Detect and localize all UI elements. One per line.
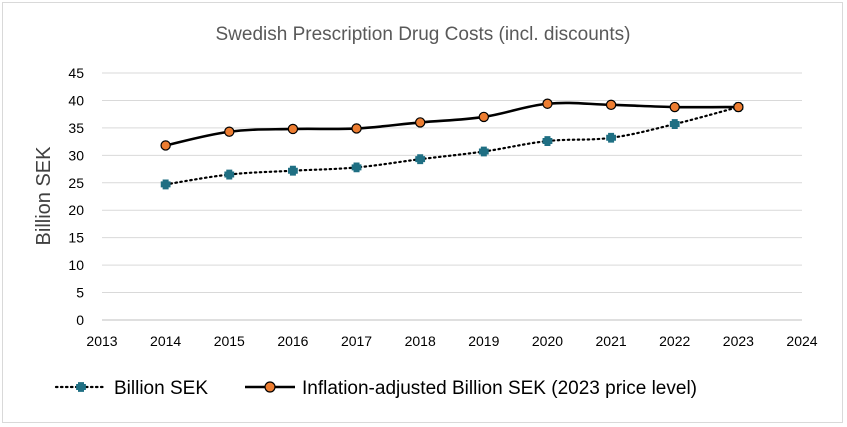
- data-point: [160, 179, 171, 190]
- series-inflation-adjusted: [160, 98, 744, 151]
- data-point: [605, 99, 617, 111]
- data-point: [415, 154, 426, 165]
- data-point: [288, 165, 298, 176]
- y-tick-label: 15: [68, 230, 84, 246]
- data-point: [351, 162, 362, 173]
- grid-lines: [102, 72, 802, 321]
- y-tick-labels: 0 5 10 15 20 25 30 35 40 45: [68, 65, 84, 328]
- x-tick-label: 2015: [214, 333, 245, 349]
- data-point: [733, 101, 744, 113]
- series-billion-sek: [160, 102, 744, 190]
- x-tick-label: 2024: [786, 333, 817, 349]
- x-tick-label: 2019: [468, 333, 499, 349]
- legend: Billion SEK Inflation-adjusted Billion S…: [54, 378, 697, 399]
- data-point: [351, 123, 362, 134]
- y-tick-label: 30: [68, 147, 84, 163]
- y-tick-label: 25: [68, 175, 84, 191]
- series-layer: [160, 98, 744, 190]
- data-point: [414, 117, 426, 128]
- legend-marker-inflation-adjusted: [264, 381, 276, 393]
- data-point: [606, 132, 616, 143]
- data-point: [287, 123, 299, 135]
- chart-frame: [2, 2, 843, 423]
- x-tick-label: 2016: [277, 333, 308, 349]
- x-tick-label: 2020: [532, 333, 563, 349]
- x-tick-label: 2018: [405, 333, 436, 349]
- legend-item-billion-sek: Billion SEK: [54, 378, 208, 399]
- y-tick-label: 10: [68, 257, 84, 273]
- series-line: [164, 105, 740, 186]
- series-line: [165, 101, 739, 147]
- x-tick-label: 2022: [659, 333, 690, 349]
- data-point: [478, 146, 489, 157]
- x-tick-label: 2017: [341, 333, 372, 349]
- y-axis-label: Billion SEK: [33, 146, 55, 246]
- y-tick-label: 0: [76, 312, 84, 328]
- y-tick-label: 40: [68, 92, 84, 108]
- data-point: [224, 169, 235, 180]
- x-tick-label: 2023: [723, 333, 754, 349]
- y-tick-label: 20: [68, 202, 84, 218]
- legend-label-billion-sek: Billion SEK: [114, 378, 208, 399]
- legend-plus-marker: [76, 382, 86, 392]
- legend-item-inflation-adjusted: Inflation-adjusted Billion SEK (2023 pri…: [245, 378, 697, 399]
- data-point: [478, 111, 490, 123]
- x-tick-label: 2013: [86, 333, 117, 349]
- x-tick-labels: 2013 2014 2015 2016 2017 2018 2019 2020 2021 2022…: [86, 333, 817, 349]
- x-tick-label: 2014: [150, 333, 181, 349]
- y-tick-label: 35: [68, 120, 84, 136]
- y-tick-label: 5: [76, 285, 84, 301]
- y-tick-label: 45: [68, 65, 84, 81]
- data-point: [542, 136, 553, 146]
- data-point: [669, 101, 680, 113]
- data-point: [542, 98, 553, 109]
- data-point: [669, 119, 680, 129]
- data-point: [160, 140, 171, 151]
- x-tick-label: 2021: [596, 333, 627, 349]
- legend-label-inflation-adjusted: Inflation-adjusted Billion SEK (2023 pri…: [302, 378, 697, 399]
- legend-marker-billion-sek: [76, 382, 86, 392]
- chart-title: Swedish Prescription Drug Costs (incl. d…: [216, 24, 631, 45]
- data-point: [224, 126, 235, 137]
